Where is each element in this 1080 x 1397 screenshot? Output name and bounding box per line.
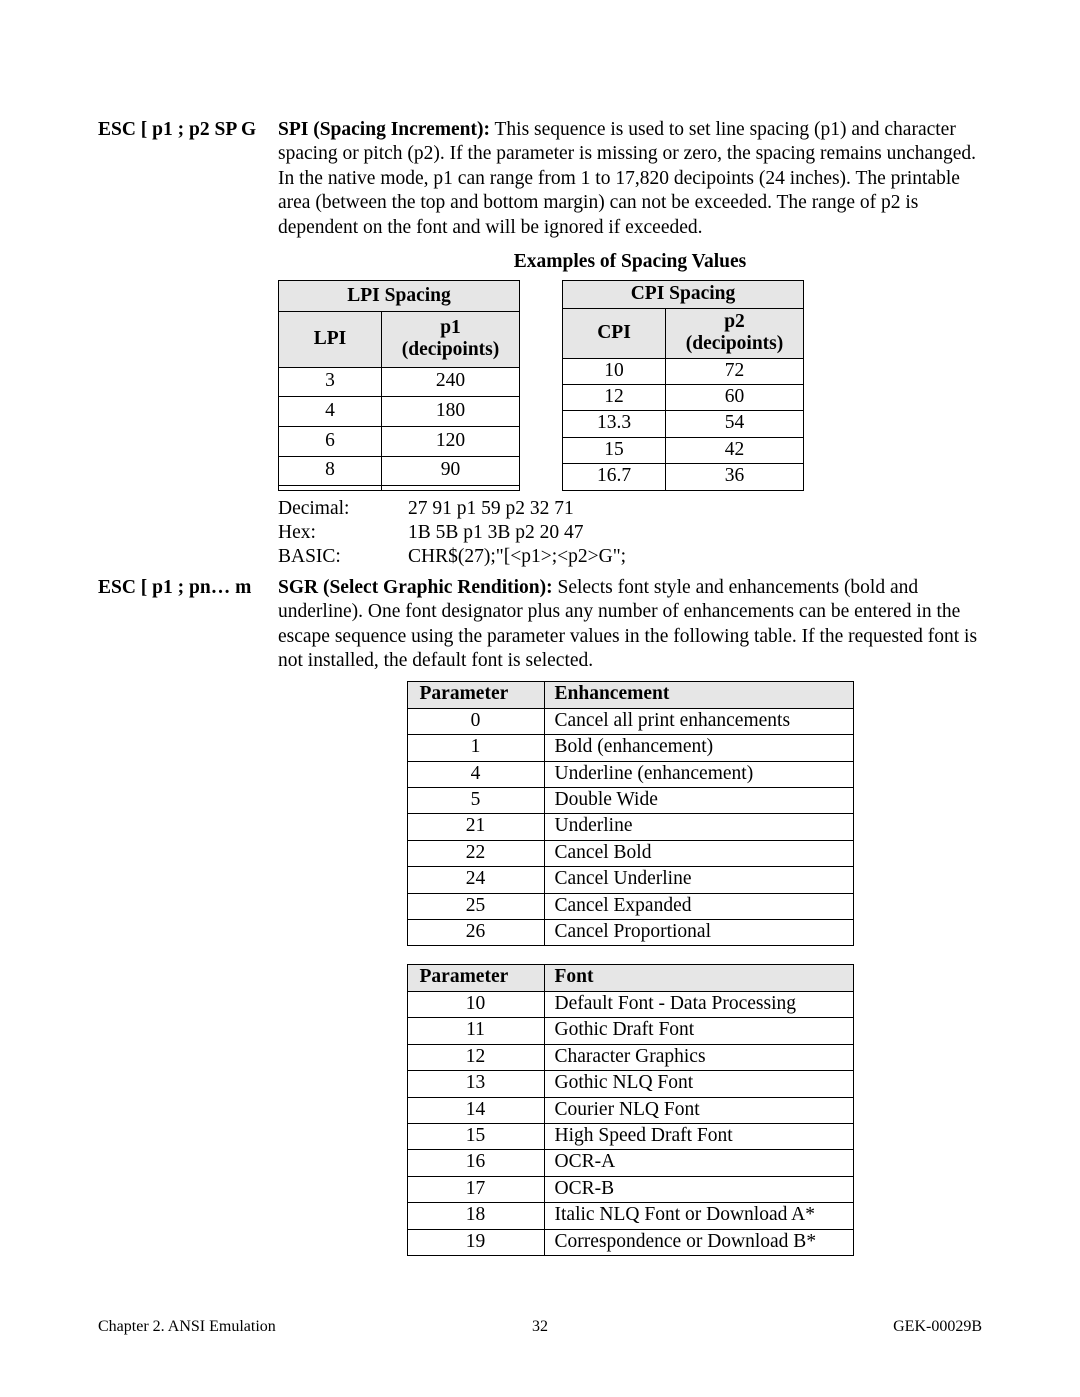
spacing-tables: LPI Spacing LPI p1(decipoints) 3240 4180…: [278, 280, 982, 490]
lpi-caption: LPI Spacing: [279, 281, 520, 312]
table-row: 21Underline: [407, 814, 853, 840]
table-row: 15High Speed Draft Font: [407, 1124, 853, 1150]
lpi-h2: p1(decipoints): [382, 311, 520, 367]
font-table: ParameterFont 10Default Font - Data Proc…: [407, 964, 854, 1256]
font-h2: Font: [544, 965, 853, 991]
page: ESC [ p1 ; p2 SP G SPI (Spacing Incremen…: [0, 0, 1080, 1397]
table-row: 4180: [279, 397, 520, 427]
table-row: 24Cancel Underline: [407, 867, 853, 893]
table-row: 16.736: [563, 464, 804, 490]
sgr-lead: SGR (Select Graphic Rendition):: [278, 577, 553, 598]
table-row: 1Bold (enhancement): [407, 735, 853, 761]
table-row: [279, 486, 520, 491]
cpi-h2: p2(decipoints): [666, 308, 804, 358]
lpi-h2-l2: (decipoints): [402, 339, 500, 360]
table-row: 0Cancel all print enhancements: [407, 708, 853, 734]
code-decimal: Decimal:27 91 p1 59 p2 32 71: [278, 497, 982, 521]
cpi-h1: CPI: [563, 308, 666, 358]
table-row: 17OCR-B: [407, 1176, 853, 1202]
sgr-cmd: ESC [ p1 ; pn… m: [98, 576, 278, 1256]
enh-h1: Parameter: [407, 682, 544, 708]
table-row: 14Courier NLQ Font: [407, 1097, 853, 1123]
sgr-row: ESC [ p1 ; pn… m SGR (Select Graphic Ren…: [98, 576, 982, 1256]
examples-title: Examples of Spacing Values: [278, 250, 982, 274]
table-row: 4Underline (enhancement): [407, 761, 853, 787]
cpi-h2-l2: (decipoints): [686, 333, 784, 354]
table-row: 13.354: [563, 411, 804, 437]
footer-page-number: 32: [98, 1317, 982, 1337]
code-basic: BASIC:CHR$(27);"[<p1>;<p2>G";: [278, 545, 982, 569]
spi-body: SPI (Spacing Increment): This sequence i…: [278, 118, 982, 570]
lpi-table: LPI Spacing LPI p1(decipoints) 3240 4180…: [278, 280, 520, 490]
table-row: 11Gothic Draft Font: [407, 1018, 853, 1044]
table-row: 12Character Graphics: [407, 1044, 853, 1070]
table-row: 10Default Font - Data Processing: [407, 991, 853, 1017]
table-row: 18Italic NLQ Font or Download A*: [407, 1203, 853, 1229]
table-row: 5Double Wide: [407, 787, 853, 813]
lpi-h1: LPI: [279, 311, 382, 367]
table-row: 19Correspondence or Download B*: [407, 1229, 853, 1255]
spi-cmd: ESC [ p1 ; p2 SP G: [98, 118, 278, 570]
table-row: 26Cancel Proportional: [407, 920, 853, 946]
enhancement-table: ParameterEnhancement 0Cancel all print e…: [407, 681, 854, 946]
table-row: 1260: [563, 384, 804, 410]
table-row: 22Cancel Bold: [407, 840, 853, 866]
table-row: 16OCR-A: [407, 1150, 853, 1176]
lpi-h2-l1: p1: [440, 317, 461, 338]
sgr-body: SGR (Select Graphic Rendition): Selects …: [278, 576, 982, 1256]
table-row: 3240: [279, 367, 520, 397]
table-row: 13Gothic NLQ Font: [407, 1071, 853, 1097]
cpi-table: CPI Spacing CPI p2(decipoints) 1072 1260…: [562, 280, 804, 490]
footer: Chapter 2. ANSI Emulation 32 GEK-00029B: [98, 1317, 982, 1337]
cpi-h2-l1: p2: [724, 311, 745, 332]
cpi-caption: CPI Spacing: [563, 281, 804, 308]
code-hex: Hex:1B 5B p1 3B p2 20 47: [278, 521, 982, 545]
table-row: 1072: [563, 358, 804, 384]
enh-h2: Enhancement: [544, 682, 853, 708]
spi-row: ESC [ p1 ; p2 SP G SPI (Spacing Incremen…: [98, 118, 982, 570]
spi-codes: Decimal:27 91 p1 59 p2 32 71 Hex:1B 5B p…: [278, 497, 982, 570]
table-row: 25Cancel Expanded: [407, 893, 853, 919]
table-row: 890: [279, 456, 520, 486]
table-row: 1542: [563, 437, 804, 463]
table-row: 6120: [279, 426, 520, 456]
font-h1: Parameter: [407, 965, 544, 991]
spi-lead: SPI (Spacing Increment):: [278, 119, 490, 140]
